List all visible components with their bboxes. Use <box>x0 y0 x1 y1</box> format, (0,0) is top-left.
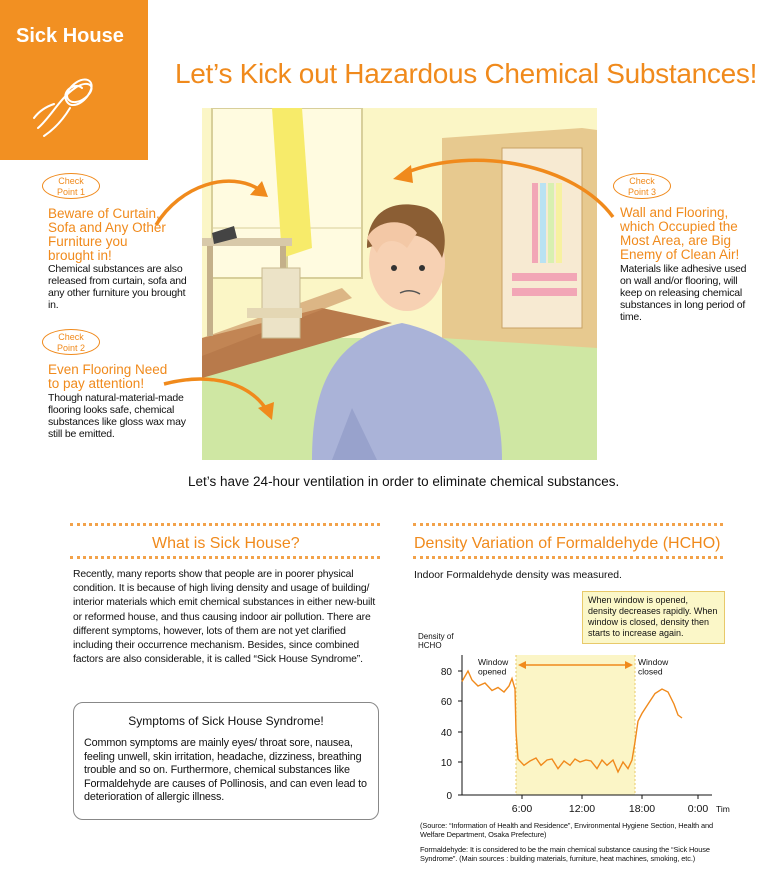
density-intro: Indoor Formaldehyde density was measured… <box>414 570 622 581</box>
arrow-to-wall-icon <box>393 158 615 219</box>
check-point-1-body: Chemical substances are also released fr… <box>48 263 187 311</box>
window-opened-label: Window opened <box>478 657 509 677</box>
arrow-head-left <box>518 661 526 669</box>
x-tick-label: 0:00 <box>688 803 709 815</box>
y-tick-label: 60 <box>441 697 453 708</box>
arrow-to-floor-icon <box>163 377 274 420</box>
section-tab <box>0 0 148 160</box>
chart-note: When window is opened, density decreases… <box>582 591 725 644</box>
page-title: Let’s Kick out Hazardous Chemical Substa… <box>175 58 758 89</box>
x-axis-label: Time <box>716 804 730 814</box>
divider <box>70 523 380 526</box>
check-point-2-body: Though natural-material-made flooring lo… <box>48 392 186 440</box>
swirl-icon <box>33 78 93 137</box>
formaldehyde-footnote: Formaldehyde: It is considered to be the… <box>420 845 710 864</box>
arrow-head-right <box>625 661 633 669</box>
y-axis-label: Density of HCHO <box>418 632 454 650</box>
check-point-3-heading: Wall and Flooring, which Occupied the Mo… <box>620 205 740 262</box>
y-tick-label: 10 <box>441 758 453 769</box>
x-tick-label: 12:00 <box>569 803 595 815</box>
y-tick-label: 80 <box>441 667 453 678</box>
check-point-2-heading: Even Flooring Need to pay attention! <box>48 362 168 391</box>
divider <box>70 556 380 559</box>
divider <box>413 556 723 559</box>
symptoms-title: Symptoms of Sick House Syndrome! <box>128 714 324 728</box>
what-is-title: What is Sick House? <box>152 535 300 552</box>
y-tick-label: 40 <box>441 728 453 739</box>
x-tick-label: 18:00 <box>629 803 655 815</box>
ventilation-caption: Let’s have 24-hour ventilation in order … <box>188 474 620 489</box>
hcho-density-chart: 80 60 40 10 0 Density of HCHO 6:00 12:00 18:00 0:0… <box>418 632 730 815</box>
check-point-3-badge: Check Point 3 <box>613 173 671 199</box>
check-point-2-badge: Check Point 2 <box>42 329 100 355</box>
density-title: Density Variation of Formaldehyde (HCHO) <box>414 535 721 552</box>
section-tab-title: Sick House <box>16 25 124 47</box>
y-tick-label: 0 <box>446 791 452 802</box>
chart-source: (Source: “Information of Health and Resi… <box>420 821 714 840</box>
what-is-body: Recently, many reports show that people … <box>73 569 376 666</box>
window-open-band <box>516 655 635 795</box>
divider <box>413 523 723 526</box>
hcho-series-line <box>461 669 683 774</box>
check-point-1-badge: Check Point 1 <box>42 173 100 199</box>
symptoms-box <box>73 702 379 820</box>
x-tick-label: 6:00 <box>512 803 533 815</box>
arrow-to-curtain-icon <box>154 179 268 226</box>
window-closed-label: Window closed <box>638 657 669 677</box>
symptoms-body: Common symptoms are mainly eyes/ throat … <box>84 737 367 804</box>
check-point-3-body: Materials like adhesive used on wall and… <box>620 263 747 323</box>
check-point-1-heading: Beware of Curtain, Sofa and Any Other Fu… <box>48 206 166 263</box>
